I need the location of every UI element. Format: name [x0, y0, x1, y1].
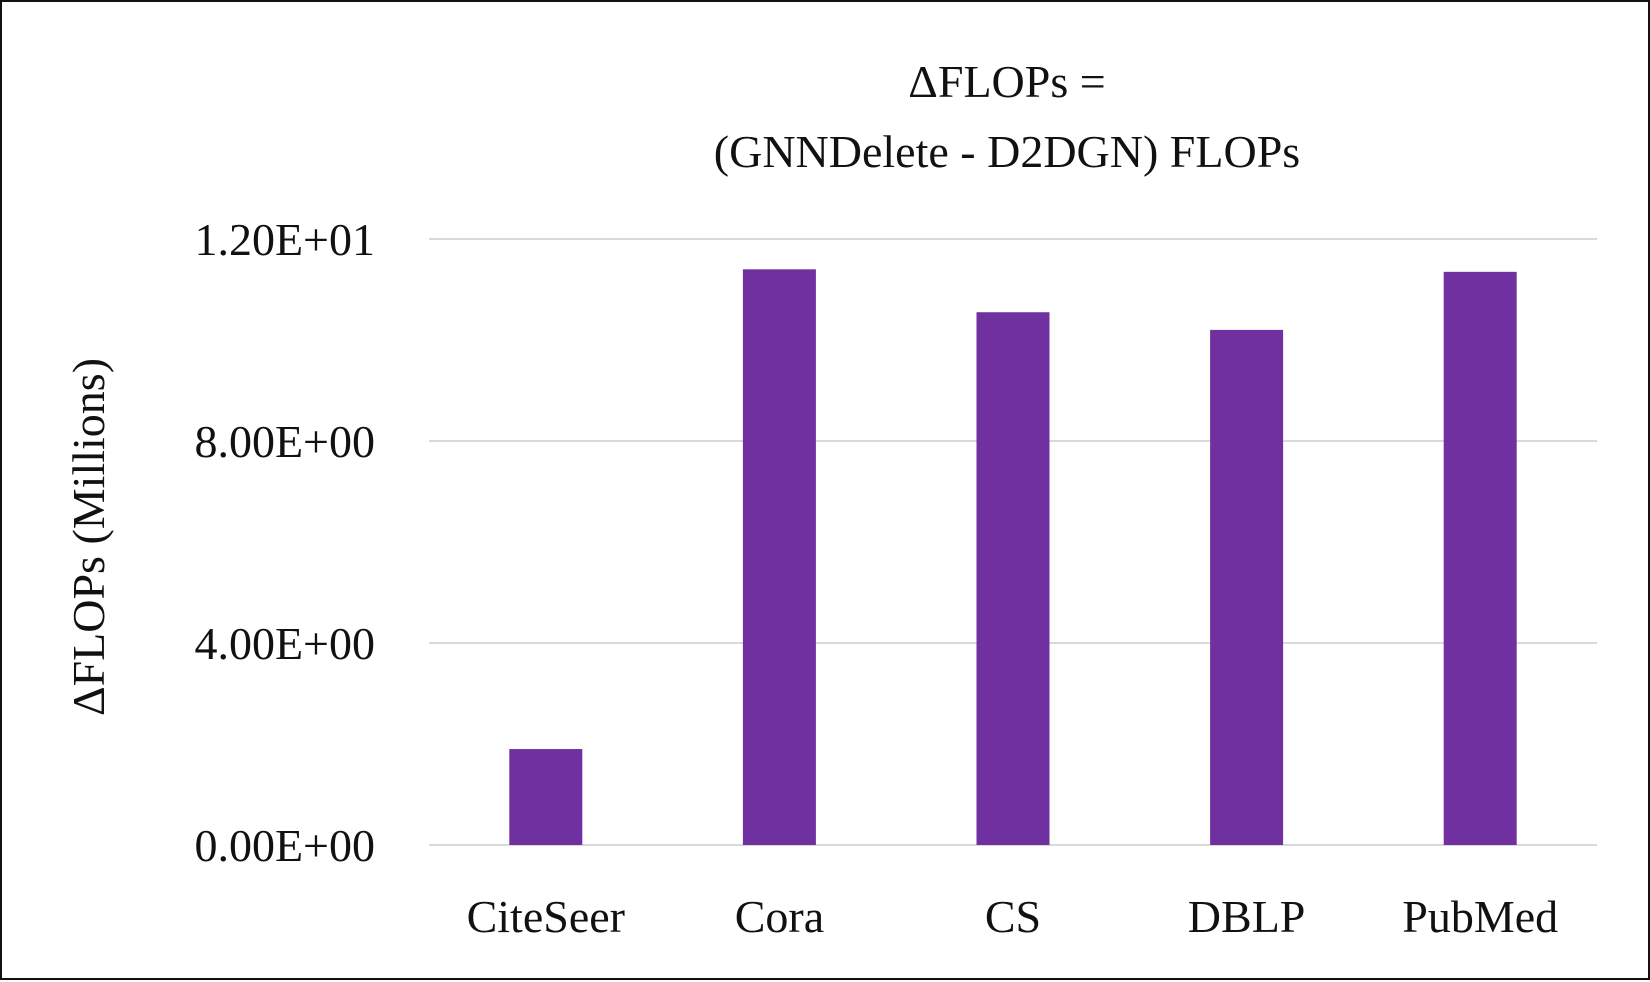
bar-cora: [742, 269, 816, 845]
x-tick-label: PubMed: [1402, 891, 1558, 942]
y-axis-tick-labels: 0.00E+00 4.00E+00 8.00E+00 1.20E+01: [194, 214, 375, 871]
bars: [509, 269, 1517, 846]
x-tick-label: Cora: [735, 891, 824, 942]
y-tick-label: 1.20E+01: [194, 214, 375, 265]
y-tick-label: 8.00E+00: [194, 416, 375, 467]
y-axis-title: ΔFLOPs (Millions): [63, 358, 114, 716]
x-axis-tick-labels: CiteSeer Cora CS DBLP PubMed: [467, 891, 1559, 942]
y-tick-label: 4.00E+00: [194, 618, 375, 669]
bar-pubmed: [1443, 271, 1517, 845]
bar-dblp: [1210, 329, 1284, 845]
bar-citeseer: [509, 749, 583, 845]
chart-title-line-1: ΔFLOPs =: [908, 56, 1105, 107]
chart-title: ΔFLOPs = (GNNDelete - D2DGN) FLOPs: [714, 56, 1300, 177]
x-tick-label: CS: [985, 891, 1041, 942]
x-tick-label: CiteSeer: [467, 891, 625, 942]
chart-title-line-2: (GNNDelete - D2DGN) FLOPs: [714, 126, 1300, 177]
x-tick-label: DBLP: [1188, 891, 1306, 942]
y-tick-label: 0.00E+00: [194, 820, 375, 871]
bar-cs: [976, 312, 1050, 846]
